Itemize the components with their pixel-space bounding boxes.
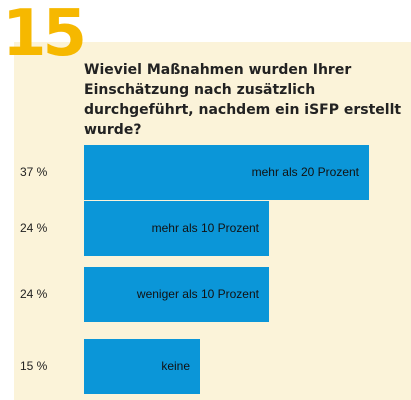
bar-category-label: weniger als 10 Prozent — [136, 287, 259, 301]
bar-value-label: 15 % — [20, 359, 48, 373]
bar-category-label: mehr als 20 Prozent — [251, 165, 359, 179]
bar-value-label: 37 % — [20, 165, 48, 179]
question-number: 15 — [2, 0, 87, 71]
bar: mehr als 10 Prozent — [84, 201, 269, 256]
bar-value-label: 24 % — [20, 287, 48, 301]
bar-category-label: mehr als 10 Prozent — [151, 221, 259, 235]
bar-row: 24 % mehr als 10 Prozent — [0, 201, 411, 256]
question-title: Wieviel Maßnahmen wurden Ihrer Einschätz… — [84, 62, 402, 138]
bar-category-label: keine — [161, 359, 190, 373]
bar-value-label: 24 % — [20, 221, 48, 235]
bar: weniger als 10 Prozent — [84, 267, 269, 322]
bar: mehr als 20 Prozent — [84, 145, 369, 200]
bar: keine — [84, 339, 200, 394]
bar-row: 15 % keine — [0, 339, 411, 394]
bar-row: 37 % mehr als 20 Prozent — [0, 145, 411, 200]
bar-row: 24 % weniger als 10 Prozent — [0, 267, 411, 322]
